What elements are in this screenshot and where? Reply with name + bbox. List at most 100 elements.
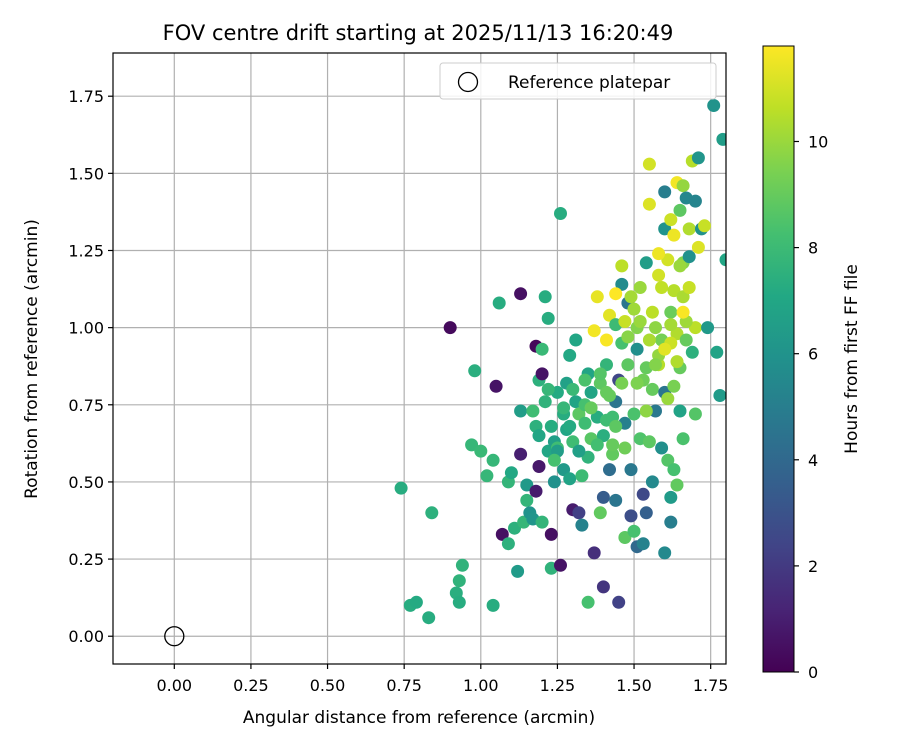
data-point [514, 447, 528, 461]
data-point [612, 595, 626, 609]
data-point [688, 321, 702, 335]
data-point [587, 324, 601, 338]
data-point [465, 438, 479, 452]
data-point [679, 333, 693, 347]
data-point [547, 453, 561, 467]
colorbar-tick-label: 2 [808, 557, 818, 576]
data-point [603, 308, 616, 322]
data-point [547, 475, 561, 489]
data-point [596, 580, 610, 594]
data-point [615, 259, 629, 273]
data-point [682, 222, 696, 236]
data-point [615, 277, 629, 291]
data-point [575, 469, 589, 483]
y-axis-label: Rotation from reference (arcmin) [22, 219, 42, 499]
data-point [676, 290, 690, 304]
data-point [584, 385, 598, 399]
data-point [618, 315, 632, 328]
data-point [642, 157, 656, 171]
colorbar-tick-label: 10 [808, 132, 828, 151]
data-point [658, 546, 672, 560]
data-point [606, 447, 620, 461]
data-point [713, 389, 726, 402]
colorbar-label: Hours from first FF file [842, 264, 862, 454]
data-point [452, 595, 466, 609]
data-point [455, 558, 469, 572]
data-point [575, 518, 589, 532]
data-point [422, 611, 436, 625]
data-point [658, 185, 672, 199]
y-tick-label: 0.75 [68, 396, 104, 415]
data-point [474, 444, 488, 458]
data-point [452, 574, 466, 588]
grid [113, 53, 726, 664]
data-point [520, 493, 534, 507]
x-tick-label: 0.50 [310, 676, 346, 695]
data-point [667, 228, 681, 242]
data-point [710, 345, 724, 359]
data-point [688, 194, 702, 208]
data-point [676, 432, 690, 446]
data-point [584, 401, 598, 415]
data-point [618, 531, 632, 544]
data-point [468, 364, 482, 378]
data-point [664, 305, 678, 319]
data-point [673, 203, 687, 217]
data-point [642, 435, 656, 449]
data-point [590, 290, 604, 304]
data-point [618, 441, 632, 455]
data-point [667, 284, 681, 298]
data-point [673, 259, 687, 273]
colorbar-tick-label: 4 [808, 451, 818, 470]
data-point [514, 287, 528, 301]
colorbar-ticks: 0 2 4 6 8 10 [794, 132, 828, 682]
data-point [658, 342, 672, 356]
y-tick-label: 1.75 [68, 87, 104, 106]
data-point [492, 296, 506, 310]
data-point [535, 342, 549, 356]
x-ticks: 0.00 0.25 0.50 0.75 1.00 1.25 1.50 1.75 [156, 664, 728, 695]
legend: Reference platepar [439, 62, 717, 100]
data-point [655, 441, 669, 455]
data-point [504, 466, 518, 480]
colorbar: 0 2 4 6 8 10 Hours from first FF file [762, 45, 862, 682]
data-point [685, 345, 699, 359]
data-point [624, 509, 638, 523]
x-tick-label: 0.75 [386, 676, 422, 695]
data-point [593, 506, 607, 520]
data-point [394, 481, 408, 495]
reference-platepar-marker [164, 626, 185, 647]
data-point [572, 407, 586, 421]
data-point [581, 595, 595, 609]
data-point [572, 444, 586, 458]
data-point [593, 367, 607, 381]
data-point [541, 311, 555, 325]
data-point [630, 342, 644, 356]
data-point [603, 463, 616, 477]
x-tick-label: 1.50 [616, 676, 652, 695]
data-point [664, 515, 678, 529]
data-point [409, 595, 423, 609]
data-point [587, 546, 601, 560]
data-point [615, 376, 629, 390]
data-point [495, 527, 509, 541]
data-point [664, 213, 678, 227]
x-tick-label: 1.75 [693, 676, 729, 695]
data-point [633, 281, 647, 294]
colorbar-gradient [762, 45, 795, 673]
data-point [578, 416, 592, 430]
y-tick-label: 1.50 [68, 164, 104, 183]
data-point [554, 207, 567, 220]
data-point [649, 358, 662, 372]
data-point [532, 460, 546, 473]
data-point [511, 564, 525, 578]
data-point [719, 253, 726, 267]
data-point [682, 281, 696, 294]
data-point [673, 404, 687, 418]
data-point [642, 333, 656, 347]
data-point [535, 515, 549, 529]
data-point [572, 506, 586, 520]
data-point [630, 376, 644, 390]
data-point [670, 327, 684, 341]
data-point [557, 463, 571, 477]
